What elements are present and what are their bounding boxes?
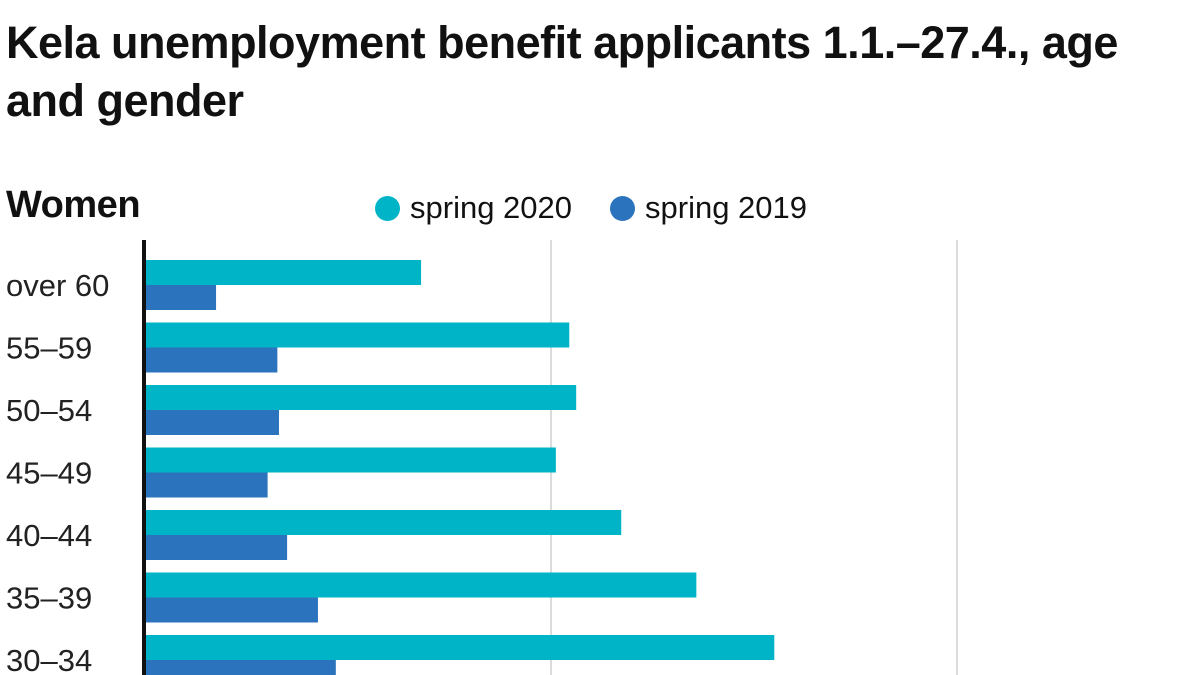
bar-spring-2020-0 <box>145 260 422 285</box>
chart-title: Kela unemployment benefit applicants 1.1… <box>6 17 1118 126</box>
bar-spring-2019-0 <box>145 285 217 310</box>
bar-spring-2020-3 <box>145 447 556 473</box>
panel-label-women: Women <box>6 184 141 226</box>
category-label-4: 40–44 <box>6 518 92 553</box>
category-label-3: 45–49 <box>6 456 92 491</box>
legend-label-spring-2019: spring 2019 <box>645 190 808 225</box>
bar-spring-2020-5 <box>145 572 697 598</box>
legend-item-spring-2020: spring 2020 <box>375 190 572 226</box>
legend-swatch-spring-2020 <box>375 195 400 221</box>
category-label-0: over 60 <box>6 268 109 303</box>
legend-label-spring-2020: spring 2020 <box>410 190 573 225</box>
bar-spring-2020-2 <box>145 385 577 410</box>
category-label-5: 35–39 <box>6 581 92 616</box>
legend-swatch-spring-2019 <box>610 195 636 221</box>
category-label-2: 50–54 <box>6 393 92 428</box>
legend-item-spring-2019: spring 2019 <box>610 190 807 226</box>
bar-spring-2019-5 <box>145 597 318 623</box>
bar-spring-2020-4 <box>145 510 622 535</box>
bar-spring-2019-1 <box>145 347 278 373</box>
bar-spring-2019-2 <box>145 410 279 435</box>
bar-spring-2020-1 <box>145 322 570 348</box>
bar-spring-2019-3 <box>145 472 268 498</box>
bar-spring-2019-4 <box>145 535 288 560</box>
bar-spring-2020-6 <box>145 635 775 660</box>
category-label-1: 55–59 <box>6 331 92 366</box>
bar-spring-2019-6 <box>145 660 336 675</box>
legend: spring 2020 spring 2019 <box>375 190 807 226</box>
category-label-6: 30–34 <box>6 643 92 675</box>
